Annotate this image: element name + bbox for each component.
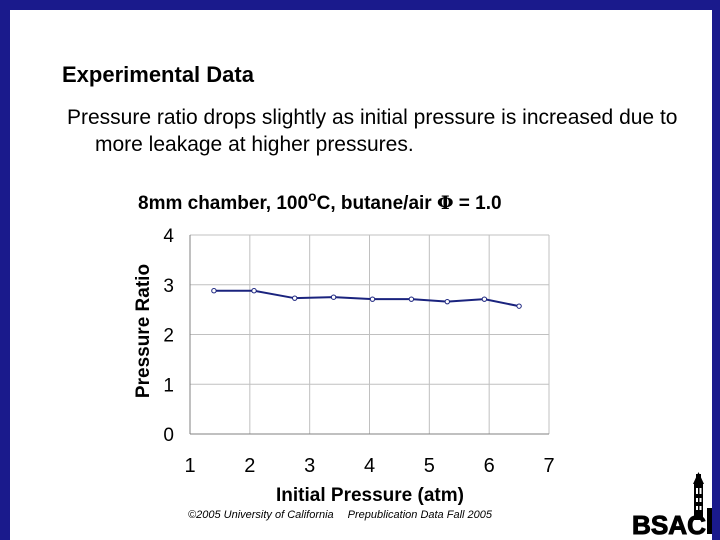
x-tick-label-5: 6 — [484, 455, 495, 477]
x-tick-label-0: 1 — [184, 455, 195, 477]
data-point-8 — [516, 303, 522, 309]
x-tick-label-1: 2 — [244, 455, 255, 477]
data-point-3 — [330, 294, 337, 300]
chart-title-phi: Φ — [436, 192, 454, 214]
chart-title: 8mm chamber, 100oC, butane/air Φ = 1.0 — [138, 188, 502, 215]
y-axis-label: Pressure Ratio — [133, 264, 154, 398]
y-tick-label-1: 1 — [163, 375, 174, 396]
x-tick-label-4: 5 — [424, 455, 435, 477]
chart-title-prefix: 8mm chamber, 100 — [138, 193, 309, 214]
y-tick-label-3: 3 — [163, 276, 174, 297]
data-point-1 — [251, 288, 257, 294]
footer-prepublication: Prepublication Data Fall 2005 — [347, 509, 492, 521]
x-tick-label-3: 4 — [364, 455, 375, 477]
chart-title-suffix: = 1.0 — [453, 193, 502, 214]
data-point-5 — [408, 296, 415, 302]
x-tick-label-6: 7 — [543, 455, 554, 477]
bsac-logo: BSAC — [632, 472, 712, 536]
slide-heading: Experimental Data — [62, 62, 254, 87]
y-tick-label-4: 4 — [163, 226, 174, 247]
svg-text:BSAC: BSAC — [632, 510, 706, 536]
chart-title-degree: o — [308, 188, 317, 204]
footer-copyright: ©2005 University of California — [188, 509, 334, 521]
data-point-2 — [292, 295, 298, 301]
data-point-6 — [444, 298, 450, 305]
footer: ©2005 University of California Prepublica… — [188, 509, 492, 521]
slide-bullet: Pressure ratio drops slightly as initial… — [67, 106, 678, 156]
series-line-0 — [213, 289, 520, 308]
y-tick-label-0: 0 — [163, 425, 174, 446]
y-tick-label-2: 2 — [163, 326, 174, 347]
x-tick-label-2: 3 — [304, 455, 315, 477]
x-axis-label: Initial Pressure (atm) — [276, 485, 464, 506]
data-point-0 — [211, 288, 217, 294]
data-point-7 — [481, 296, 488, 302]
chart-title-mid: C, butane/air — [316, 193, 437, 214]
data-point-4 — [369, 296, 376, 302]
